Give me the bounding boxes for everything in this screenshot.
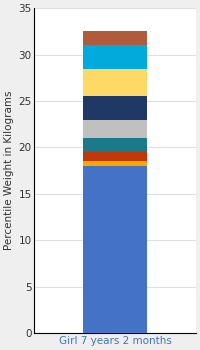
Bar — [83, 138, 147, 152]
Bar — [83, 152, 147, 161]
Bar — [83, 45, 147, 69]
Bar — [83, 161, 147, 166]
Bar — [83, 69, 147, 96]
Bar — [83, 120, 147, 138]
Bar — [83, 96, 147, 120]
Bar — [83, 166, 147, 333]
Y-axis label: Percentile Weight in Kilograms: Percentile Weight in Kilograms — [4, 91, 14, 250]
Bar — [83, 32, 147, 45]
